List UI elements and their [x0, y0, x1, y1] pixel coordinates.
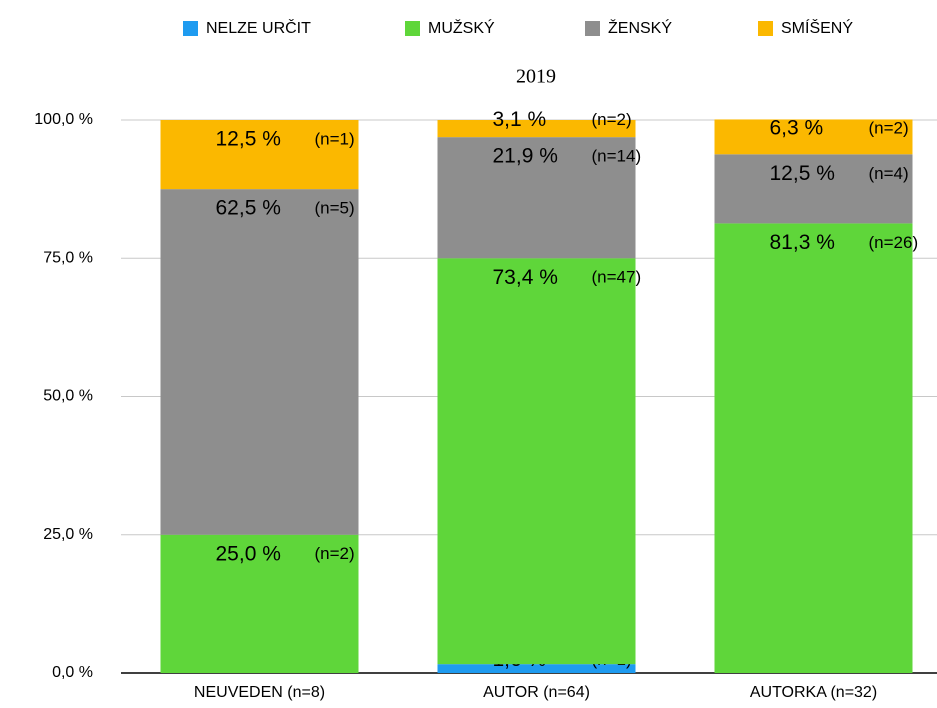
count-label: (n=4) — [869, 164, 909, 183]
value-label: 6,3 % — [770, 116, 824, 139]
legend-swatch — [585, 21, 600, 36]
bar-segment — [437, 120, 636, 138]
legend-label: MUŽSKÝ — [428, 18, 495, 37]
legend-label: ŽENSKÝ — [608, 18, 672, 37]
value-label: 81,3 % — [770, 231, 835, 254]
legend-swatch — [405, 21, 420, 36]
count-label: (n=14) — [592, 147, 642, 166]
count-label: (n=2) — [315, 544, 355, 563]
bar-segment — [714, 223, 913, 673]
count-label: (n=1) — [315, 129, 355, 148]
bar-segment — [160, 189, 359, 535]
count-label: (n=2) — [869, 118, 909, 137]
legend-swatch — [758, 21, 773, 36]
value-label: 3,1 % — [493, 108, 547, 131]
value-label: 25,0 % — [216, 542, 281, 565]
value-label: 73,4 % — [493, 266, 558, 289]
bar-segment — [160, 120, 359, 190]
y-tick-label: 50,0 % — [43, 388, 93, 405]
bar-segment — [714, 119, 913, 155]
bar-segment — [437, 664, 636, 673]
bar-segment — [160, 534, 359, 673]
legend-swatch — [183, 21, 198, 36]
value-label: 12,5 % — [216, 128, 281, 151]
x-tick-label: AUTORKA (n=32) — [750, 684, 877, 701]
bar-segment — [714, 154, 913, 224]
count-label: (n=47) — [592, 268, 642, 287]
legend-label: SMÍŠENÝ — [781, 18, 853, 37]
x-tick-label: AUTOR (n=64) — [483, 684, 590, 701]
bar-segment — [437, 137, 636, 259]
value-label: 21,9 % — [493, 145, 558, 168]
value-label: 62,5 % — [216, 197, 281, 220]
chart-title: 2019 — [516, 66, 556, 88]
count-label: (n=5) — [315, 199, 355, 218]
y-tick-label: 75,0 % — [43, 249, 93, 266]
y-tick-label: 0,0 % — [52, 664, 93, 681]
y-tick-label: 100,0 % — [34, 111, 93, 128]
y-tick-label: 25,0 % — [43, 526, 93, 543]
count-label: (n=26) — [869, 233, 919, 252]
bar-segment — [437, 258, 636, 665]
count-label: (n=2) — [592, 110, 632, 129]
x-tick-label: NEUVEDEN (n=8) — [194, 684, 325, 701]
value-label: 12,5 % — [770, 162, 835, 185]
legend-label: NELZE URČIT — [206, 18, 311, 37]
